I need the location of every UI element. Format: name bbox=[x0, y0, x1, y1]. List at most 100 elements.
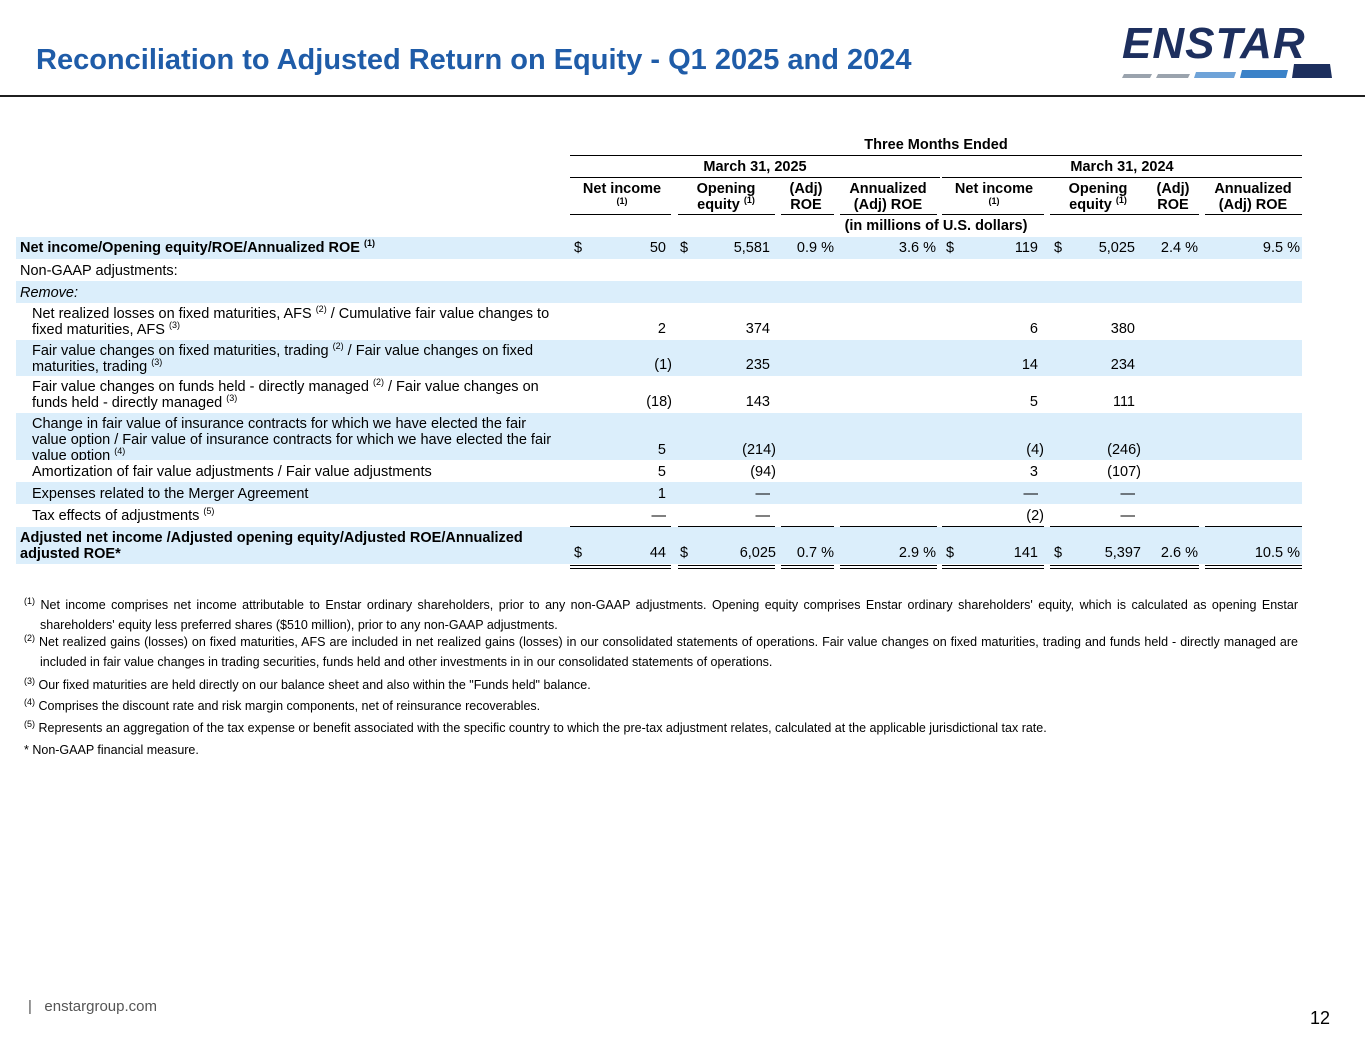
cell: 6 bbox=[1029, 321, 1038, 337]
cell: 5,025 bbox=[1098, 240, 1135, 256]
cell: (1) bbox=[654, 357, 672, 373]
cell: 141 bbox=[1013, 545, 1038, 561]
dbl-rule bbox=[840, 565, 937, 566]
col-annualized-2025: Annualized (Adj) ROE bbox=[849, 181, 927, 213]
cell: 374 bbox=[745, 321, 770, 337]
cell: 235 bbox=[745, 357, 770, 373]
cell: 44 bbox=[649, 545, 666, 561]
cell: 0.9 % bbox=[796, 240, 834, 256]
cell: 0.7 % bbox=[796, 545, 834, 561]
footnote-2: (2) Net realized gains (losses) on fixed… bbox=[24, 632, 1298, 669]
row-label: Remove: bbox=[20, 285, 79, 301]
col-net-income-2024: Net income (1) bbox=[954, 181, 1034, 206]
row-label: Non-GAAP adjustments: bbox=[20, 263, 178, 279]
cell: (94) bbox=[750, 464, 776, 480]
dollar-sign: $ bbox=[946, 240, 955, 256]
dbl-rule bbox=[1146, 565, 1199, 566]
cell: 2.6 % bbox=[1160, 545, 1198, 561]
footnote-5: (5) Represents an aggregation of the tax… bbox=[24, 718, 1047, 735]
row-label: Expenses related to the Merger Agreement bbox=[32, 486, 309, 502]
col-rule bbox=[1205, 214, 1302, 215]
row-label: Tax effects of adjustments (5) bbox=[32, 506, 215, 524]
cell: 5 bbox=[1029, 394, 1038, 410]
dbl-rule bbox=[840, 568, 937, 569]
col-rule bbox=[1050, 214, 1146, 215]
row-label: Fair value changes on funds held - direc… bbox=[32, 377, 539, 411]
footnote-4: (4) Comprises the discount rate and risk… bbox=[24, 696, 541, 713]
cell: — bbox=[1120, 486, 1136, 502]
footer-site-link[interactable]: enstargroup.com bbox=[44, 998, 157, 1015]
footnote-1: (1) Net income comprises net income attr… bbox=[24, 595, 1298, 632]
table-row: Non-GAAP adjustments: bbox=[16, 259, 1302, 281]
page-title: Reconciliation to Adjusted Return on Equ… bbox=[36, 44, 912, 76]
dbl-rule bbox=[570, 565, 671, 566]
cell: — bbox=[755, 486, 771, 502]
dbl-rule bbox=[570, 568, 671, 569]
total-rule bbox=[1146, 526, 1199, 527]
cell: (18) bbox=[646, 394, 672, 410]
cell: — bbox=[755, 508, 771, 524]
cell: 50 bbox=[649, 240, 666, 256]
total-rule bbox=[1050, 526, 1146, 527]
row-label: Fair value changes on fixed maturities, … bbox=[32, 341, 534, 375]
dbl-rule bbox=[678, 565, 775, 566]
total-rule bbox=[840, 526, 937, 527]
dbl-rule bbox=[1050, 565, 1146, 566]
cell: 380 bbox=[1110, 321, 1135, 337]
cell: — bbox=[651, 508, 667, 524]
dollar-sign: $ bbox=[946, 545, 955, 561]
table-row-total: Adjusted net income /Adjusted opening eq… bbox=[16, 527, 1302, 564]
table-row: Net realized losses on fixed maturities,… bbox=[16, 303, 1302, 340]
col-rule bbox=[781, 214, 834, 215]
cell: 3.6 % bbox=[898, 240, 936, 256]
row-label: Adjusted net income /Adjusted opening eq… bbox=[20, 530, 523, 562]
dbl-rule bbox=[1205, 565, 1302, 566]
cell: 143 bbox=[745, 394, 770, 410]
period-2024-rule bbox=[942, 177, 1302, 178]
period-2025-rule bbox=[570, 177, 940, 178]
cell: — bbox=[1023, 486, 1039, 502]
three-months-header: Three Months Ended bbox=[864, 137, 1008, 153]
dbl-rule bbox=[678, 568, 775, 569]
cell: 3 bbox=[1029, 464, 1038, 480]
table-row: Amortization of fair value adjustments /… bbox=[16, 460, 1302, 482]
total-rule bbox=[1205, 526, 1302, 527]
row-label: Net income/Opening equity/ROE/Annualized… bbox=[20, 238, 376, 256]
cell: 119 bbox=[1014, 240, 1038, 256]
cell: 5,581 bbox=[733, 240, 770, 256]
col-net-income-2025: Net income (1) bbox=[582, 181, 662, 206]
cell: (107) bbox=[1107, 464, 1141, 480]
footer-separator: | bbox=[28, 998, 32, 1015]
col-annualized-2024: Annualized (Adj) ROE bbox=[1214, 181, 1292, 213]
cell: 2.4 % bbox=[1160, 240, 1198, 256]
col-rule bbox=[1146, 214, 1199, 215]
cell: (2) bbox=[1026, 508, 1044, 524]
header-rule bbox=[0, 95, 1365, 97]
cell: (4) bbox=[1026, 442, 1044, 458]
dollar-sign: $ bbox=[680, 545, 689, 561]
dbl-rule bbox=[1205, 568, 1302, 569]
enstar-logo: ENSTAR bbox=[1122, 19, 1332, 78]
cell: 234 bbox=[1110, 357, 1135, 373]
dbl-rule bbox=[781, 565, 834, 566]
cell: 2.9 % bbox=[898, 545, 936, 561]
row-label: Net realized losses on fixed maturities,… bbox=[32, 304, 550, 338]
units-label: (in millions of U.S. dollars) bbox=[844, 218, 1028, 234]
cell: 10.5 % bbox=[1254, 545, 1300, 561]
period-2024-header: March 31, 2024 bbox=[1070, 159, 1174, 175]
col-opening-equity-2025: Opening equity (1) bbox=[696, 181, 756, 213]
dbl-rule bbox=[942, 565, 1044, 566]
dollar-sign: $ bbox=[1054, 545, 1063, 561]
cell: 5 bbox=[657, 464, 666, 480]
cell: (246) bbox=[1107, 442, 1141, 458]
dbl-rule bbox=[781, 568, 834, 569]
cell: 111 bbox=[1112, 394, 1135, 410]
dbl-rule bbox=[942, 568, 1044, 569]
dbl-rule bbox=[1146, 568, 1199, 569]
footnote-3: (3) Our fixed maturities are held direct… bbox=[24, 675, 591, 692]
period-2025-header: March 31, 2025 bbox=[703, 159, 807, 175]
footnote-non-gaap: * Non-GAAP financial measure. bbox=[24, 743, 199, 757]
col-rule bbox=[840, 214, 937, 215]
col-adj-roe-2024: (Adj) ROE bbox=[1156, 181, 1190, 213]
col-adj-roe-2025: (Adj) ROE bbox=[789, 181, 823, 213]
